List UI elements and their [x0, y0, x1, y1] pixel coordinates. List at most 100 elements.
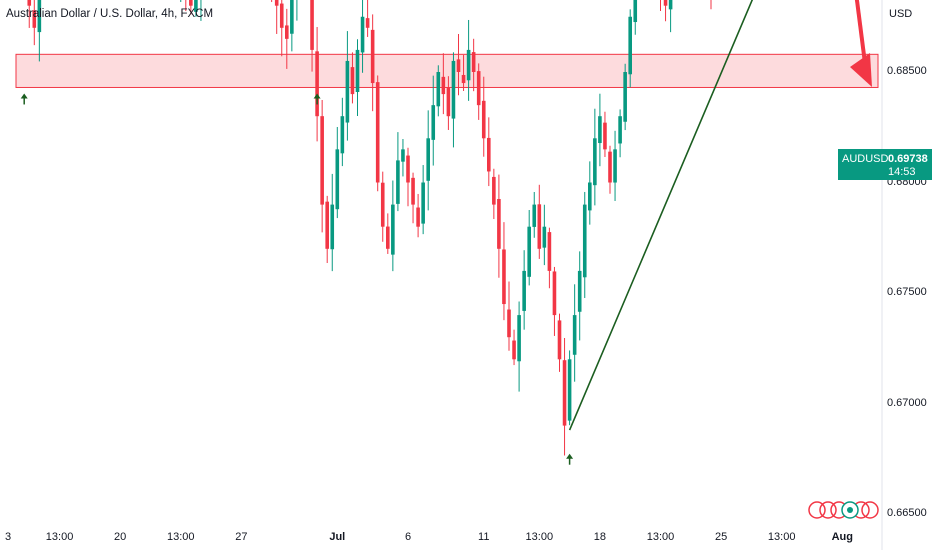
candle-body	[274, 0, 279, 6]
candle-body	[441, 76, 446, 95]
time-tick-label: 13:00	[767, 531, 796, 543]
candle-body	[325, 201, 329, 249]
candle-body	[391, 204, 395, 255]
price-label-price: 0.69738	[888, 153, 928, 165]
candle-body	[512, 340, 516, 360]
candle-body	[527, 226, 531, 277]
current-price-label: AUDUSD 0.69738 14:53	[838, 149, 932, 180]
candle-body	[613, 149, 617, 183]
candle-body	[194, 0, 198, 12]
tradingview-events-icon[interactable]	[808, 499, 880, 521]
candle-body	[461, 74, 466, 84]
candle-body	[431, 105, 436, 140]
candle-body	[285, 25, 289, 39]
candle-body	[466, 49, 471, 81]
candle-body	[517, 315, 521, 362]
candle-body	[588, 182, 592, 211]
candle-body	[279, 3, 284, 28]
candle-body	[633, 0, 638, 23]
time-tick-label: 13:00	[166, 531, 195, 543]
time-tick-label: 18	[593, 531, 607, 543]
candle-body	[386, 226, 390, 249]
candle-body	[456, 59, 461, 72]
candle-body	[623, 72, 627, 122]
candle-body	[542, 226, 547, 248]
candle-body	[360, 16, 365, 53]
candle-body	[375, 82, 380, 183]
candle-body	[189, 0, 193, 6]
candle-body	[451, 60, 456, 119]
candle-body	[522, 270, 526, 311]
time-tick-label: 25	[714, 531, 728, 543]
candle-body	[502, 249, 506, 305]
candle-body	[557, 320, 562, 360]
candle-body	[320, 116, 324, 205]
candle-body	[411, 177, 415, 205]
up-arrow-head	[566, 453, 574, 459]
candle-body	[401, 149, 405, 162]
candle-body	[552, 271, 557, 316]
candle-body	[532, 204, 537, 227]
time-tick-label: 13:00	[45, 531, 74, 543]
price-tick-label: 0.67000	[887, 396, 927, 409]
candle-body	[582, 204, 587, 278]
candle-body	[537, 204, 542, 249]
candle-body	[340, 116, 345, 154]
up-arrow-head	[20, 93, 28, 99]
candle-body	[598, 116, 602, 144]
candle-body	[370, 29, 375, 84]
candle-body	[567, 359, 572, 421]
candle-body	[547, 232, 552, 271]
candle-body	[380, 182, 385, 227]
candle-body	[406, 155, 410, 183]
price-tick-label: 0.68500	[887, 65, 927, 77]
candle-body	[330, 204, 335, 250]
candle-body	[562, 360, 567, 426]
time-tick-label: 13:00	[525, 531, 554, 543]
candle-body	[421, 182, 425, 224]
candle-body	[310, 0, 314, 50]
candle-body	[492, 176, 496, 205]
currency-label: USD	[889, 8, 913, 20]
projection-arrow-shaft	[854, 0, 868, 72]
chart-title: Australian Dollar / U.S. Dollar, 4h, FXC…	[6, 8, 214, 20]
up-arrow-head	[313, 93, 321, 99]
price-tick-label: 0.67500	[887, 286, 927, 298]
time-tick-label: 27	[235, 531, 248, 543]
time-tick-label: 6	[404, 531, 412, 543]
time-tick-label: 11	[478, 531, 490, 543]
candle-body	[315, 51, 319, 117]
candle-body	[603, 122, 607, 150]
candle-body	[350, 67, 355, 95]
candle-body	[668, 0, 673, 10]
candle-body	[436, 72, 441, 107]
candle-body	[396, 160, 400, 204]
price-tick-label: 0.66500	[887, 507, 927, 519]
candle-body	[345, 60, 350, 123]
time-tick-label: 13:00	[646, 531, 675, 543]
candle-body	[365, 18, 370, 28]
candle-body	[593, 138, 597, 186]
candle-body	[481, 100, 486, 139]
time-tick-label: Aug	[831, 531, 853, 543]
candle-body	[355, 49, 360, 93]
price-label-symbol: AUDUSD	[842, 153, 889, 165]
time-tick-label: 20	[114, 531, 127, 543]
candle-body	[497, 198, 501, 249]
candle-body	[577, 270, 582, 312]
candle-body	[628, 16, 632, 75]
candle-body	[663, 0, 668, 6]
price-label-countdown: 14:53	[888, 166, 916, 178]
support-zone	[15, 53, 879, 88]
ascending-trendline	[568, 0, 754, 431]
candle-body	[426, 138, 430, 181]
candle-body	[27, 0, 32, 6]
candle-body	[507, 309, 511, 338]
candle-body	[608, 151, 612, 183]
candle-body	[572, 315, 577, 355]
time-tick-label: 3	[4, 531, 12, 543]
candle-body	[487, 137, 491, 172]
candle-body	[290, 0, 294, 34]
projection-arrow-head	[850, 53, 872, 88]
